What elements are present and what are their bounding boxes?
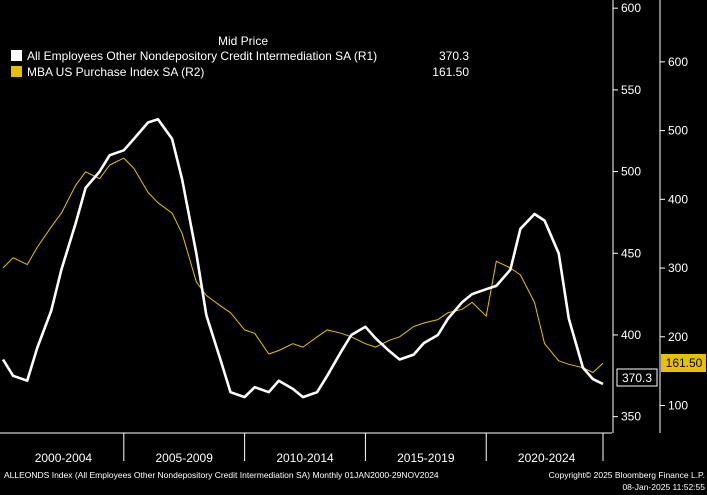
r1-tick-label: 450 bbox=[621, 246, 641, 260]
legend-background bbox=[6, 29, 480, 81]
legend-label-r2: MBA US Purchase Index SA (R2) bbox=[27, 65, 204, 79]
series-line-employees bbox=[1, 118, 604, 399]
r1-tick-label: 600 bbox=[621, 1, 641, 15]
legend-swatch-r1 bbox=[11, 50, 22, 61]
last-value-tag-r2-box bbox=[661, 354, 706, 372]
footer-timestamp: 08-Jan-2025 11:52:55 bbox=[622, 482, 705, 492]
r1-tick-label: 350 bbox=[621, 410, 641, 424]
r2-tick-label: 200 bbox=[668, 330, 688, 344]
r1-tick-label: 400 bbox=[621, 328, 641, 342]
r2-tick-label: 100 bbox=[668, 399, 688, 413]
plot-area bbox=[1, 118, 604, 399]
x-tick-label: 2020-2024 bbox=[518, 451, 576, 465]
r1-tick-label: 500 bbox=[621, 165, 641, 179]
last-value-tag-r2: 161.50 bbox=[661, 354, 706, 372]
r2-tick-label: 300 bbox=[668, 261, 688, 275]
last-value-tag-r1: 370.3 bbox=[616, 368, 658, 387]
last-value-tag-r1-text: 370.3 bbox=[622, 371, 652, 385]
legend-title: Mid Price bbox=[218, 34, 268, 48]
legend: Mid Price All Employees Other Nondeposit… bbox=[6, 29, 480, 81]
r2-tick-label: 500 bbox=[668, 124, 688, 138]
legend-value-r1: 370.3 bbox=[439, 49, 469, 63]
footer: ALLEONDS Index (All Employees Other Nond… bbox=[4, 470, 705, 492]
last-value-tag-r2-text: 161.50 bbox=[666, 356, 703, 370]
last-value-tag-r1-box bbox=[616, 368, 658, 387]
footer-copyright: Copyright© 2025 Bloomberg Finance L.P. bbox=[549, 470, 705, 480]
r2-tick-label: 400 bbox=[668, 192, 688, 206]
r2-tick-label: 600 bbox=[668, 55, 688, 69]
r1-tick-label: 550 bbox=[621, 83, 641, 97]
legend-swatch-r2 bbox=[11, 66, 22, 77]
x-tick-label: 2015-2019 bbox=[397, 451, 455, 465]
footer-description: ALLEONDS Index (All Employees Other Nond… bbox=[4, 470, 439, 480]
r1-axis: 350 400 450 500 550 600 bbox=[612, 0, 641, 433]
r2-axis: 100 200 300 400 500 600 bbox=[659, 0, 688, 433]
x-tick-label: 2000-2004 bbox=[35, 451, 93, 465]
x-tick-label: 2010-2014 bbox=[276, 451, 334, 465]
legend-value-r2: 161.50 bbox=[432, 65, 469, 79]
legend-label-r1: All Employees Other Nondepository Credit… bbox=[27, 49, 377, 63]
x-tick-label: 2005-2009 bbox=[156, 451, 214, 465]
series-line-mba-purchase bbox=[2, 157, 604, 373]
x-axis: 2000-2004 2005-2009 2010-2014 2015-2019 2020… bbox=[0, 432, 612, 465]
